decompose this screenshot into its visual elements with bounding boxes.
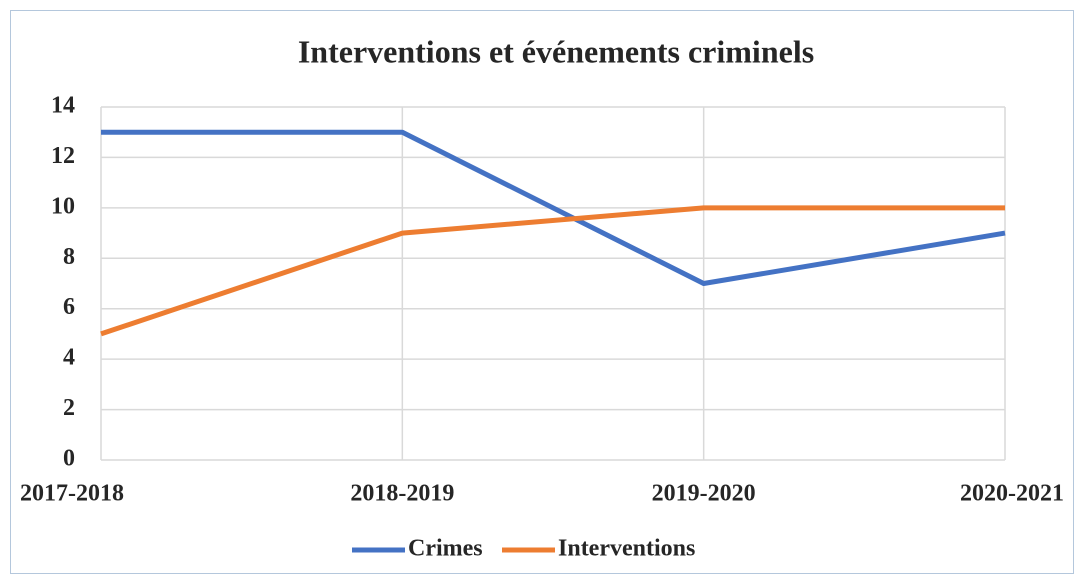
legend-label: Interventions xyxy=(558,536,695,562)
x-tick-label: 2019-2020 xyxy=(652,481,756,507)
y-tick-label: 12 xyxy=(51,143,75,169)
x-tick-label: 2018-2019 xyxy=(350,481,454,507)
y-tick-label: 10 xyxy=(51,193,75,219)
chart-title: Interventions et événements criminels xyxy=(298,33,814,69)
y-tick-label: 2 xyxy=(63,395,75,421)
series-line xyxy=(101,129,1006,286)
legend-label: Crimes xyxy=(408,536,483,562)
y-tick-label: 6 xyxy=(63,294,75,320)
y-tick-label: 8 xyxy=(63,244,75,270)
y-tick-label: 14 xyxy=(51,93,75,119)
chart-frame xyxy=(10,10,1074,574)
y-tick-label: 4 xyxy=(63,345,75,371)
y-tick-label: 0 xyxy=(63,446,75,472)
x-tick-label: 2017-2018 xyxy=(20,481,124,507)
x-tick-label: 2020-2021 xyxy=(960,481,1064,507)
series-line xyxy=(100,205,1005,337)
